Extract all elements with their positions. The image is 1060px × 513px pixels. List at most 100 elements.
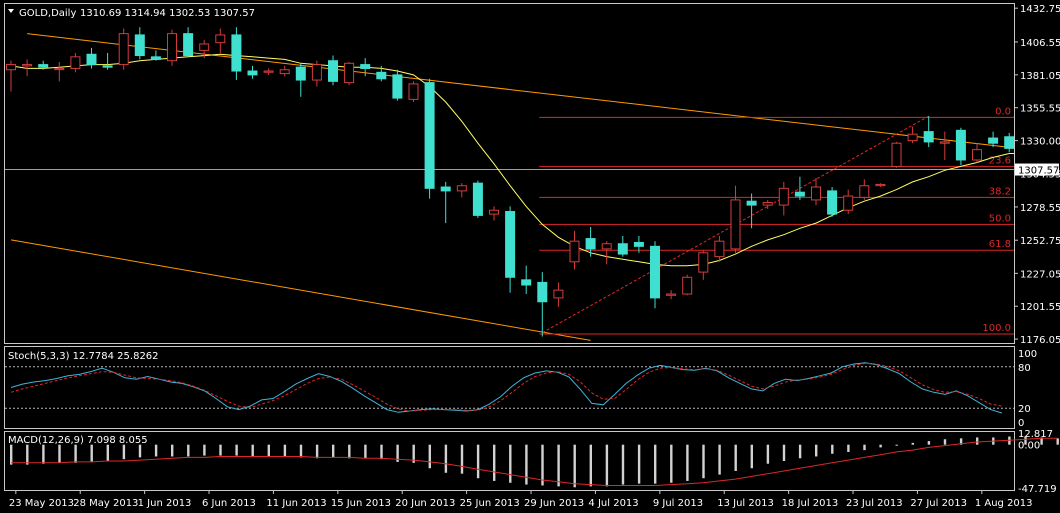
candle-body (440, 186, 451, 192)
macd-histogram-bar (1040, 437, 1043, 445)
main-pane: 0.0 23.6 38.2 50.0 61.8 100.0 (5, 27, 1014, 341)
time-tick-label: 15 Jun 2013 (331, 498, 391, 509)
candle (907, 126, 918, 144)
candle-body (811, 186, 821, 201)
candle (553, 282, 564, 307)
candle (199, 40, 210, 59)
macd-histogram-bar (332, 444, 335, 458)
candle-body (585, 238, 596, 250)
price-tick-label: 1432.75 (1020, 4, 1060, 15)
time-tick-label: 9 Jul 2013 (653, 498, 703, 509)
macd-histogram-bar (58, 444, 61, 463)
macd-histogram-bar (686, 444, 689, 481)
candle-body (22, 64, 33, 67)
candle-body (633, 241, 644, 247)
candle (650, 241, 660, 309)
channel-line-0 (27, 33, 1014, 149)
candle-body (939, 141, 950, 144)
macd-histogram-bar (525, 444, 528, 485)
time-tick-label: 23 May 2013 (9, 498, 74, 509)
macd-histogram-bar (203, 444, 206, 456)
macd-histogram-bar (637, 444, 641, 484)
macd-histogram-bar (476, 444, 480, 479)
candle (263, 68, 274, 75)
candle-body (521, 279, 532, 286)
candle-body (762, 202, 773, 206)
candle (472, 180, 483, 218)
macd-histogram-bar (396, 444, 399, 462)
time-tick-label: 1 Jun 2013 (138, 498, 192, 509)
macd-histogram-bar (219, 444, 222, 456)
macd-histogram-bar (90, 444, 93, 462)
candle-body (617, 243, 628, 255)
axes: 1432.751406.551381.051355.551330.001304.… (9, 4, 1060, 509)
fib-level-label: 61.8 (989, 239, 1011, 250)
macd-signal-line (11, 437, 1058, 486)
symbol-menu-arrow-icon[interactable] (8, 9, 14, 13)
stoch-tick-label: 80 (1018, 363, 1031, 374)
candle-body (988, 137, 999, 144)
price-tick-label: 1201.55 (1020, 302, 1060, 313)
macd-histogram-bar (670, 444, 673, 483)
time-tick-label: 28 May 2013 (73, 498, 138, 509)
price-tick-label: 1330.00 (1020, 137, 1060, 148)
fib-level-label: 23.6 (989, 155, 1011, 166)
macd-histogram-bar (444, 444, 448, 473)
macd-histogram-bar (879, 444, 882, 448)
candle (537, 272, 548, 337)
candle-body (376, 71, 387, 80)
candle-body (1004, 136, 1014, 149)
price-tick-label: 1381.05 (1020, 71, 1060, 82)
candle (215, 28, 226, 53)
candle (70, 52, 81, 73)
price-tick-label: 1227.05 (1020, 269, 1060, 280)
candle (102, 52, 113, 70)
candle (794, 176, 805, 200)
candle (134, 27, 145, 60)
time-tick-label: 18 Jul 2013 (782, 498, 839, 509)
macd-histogram-bar (654, 444, 657, 484)
candle (328, 55, 338, 86)
candle (505, 206, 516, 293)
candle (923, 116, 934, 148)
candle-body (392, 74, 403, 99)
stochastic-pane (5, 362, 1014, 414)
price-tick-label: 1355.55 (1020, 104, 1060, 115)
macd-histogram-bar (315, 444, 319, 459)
macd-tick-label: 0.00 (1018, 441, 1040, 452)
candle-body (247, 70, 258, 76)
candle-body (666, 293, 677, 296)
macd-histogram-bar (509, 444, 512, 483)
price-tick-label: 1406.55 (1020, 38, 1060, 49)
candle-body (505, 211, 516, 278)
macd-histogram-bar (122, 444, 126, 460)
macd-histogram-bar (863, 444, 866, 451)
candle (344, 62, 355, 86)
candle (54, 62, 65, 82)
candle (585, 226, 596, 257)
macd-histogram-bar (702, 444, 705, 479)
candle (150, 50, 161, 61)
candle (311, 60, 322, 87)
candle-body (537, 281, 548, 303)
candle-body (215, 34, 226, 44)
candle-body (70, 56, 81, 69)
macd-histogram-bar (364, 444, 367, 459)
candle (247, 65, 258, 79)
macd-histogram-bar (154, 444, 158, 457)
candle (456, 183, 467, 198)
candle (360, 58, 371, 77)
price-tick-label: 1278.55 (1020, 203, 1060, 214)
candle (376, 65, 387, 82)
macd-pane-frame (4, 431, 1015, 491)
candle-body (730, 199, 741, 250)
candle (569, 230, 580, 270)
macd-histogram-bar (171, 444, 174, 457)
candle-body (199, 43, 210, 51)
candle (939, 131, 950, 160)
macd-histogram-bar (943, 439, 947, 445)
candle-body (295, 66, 306, 81)
candle (859, 179, 870, 200)
